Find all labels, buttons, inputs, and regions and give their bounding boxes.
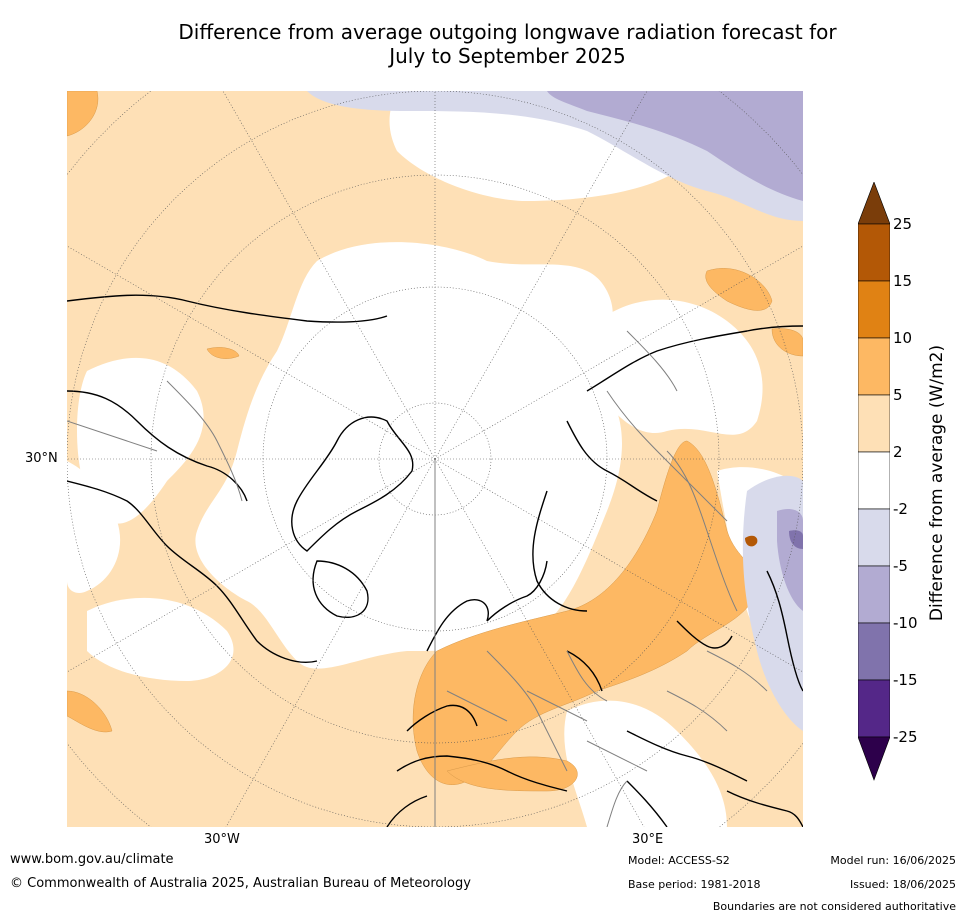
colorbar-tick-2: 2: [893, 443, 903, 461]
footer-model: Model: ACCESS-S2: [628, 854, 730, 867]
anomaly-5to10-pacific-nw: [67, 91, 99, 137]
chart-title: Difference from average outgoing longwav…: [120, 20, 895, 68]
colorbar-m10tom5: [858, 565, 890, 624]
anomaly-15to25-spot: [745, 535, 758, 547]
colorbar-tick-m2: -2: [893, 500, 908, 518]
colorbar-tick-5: 5: [893, 386, 903, 404]
colorbar-tick-10: 10: [893, 329, 913, 347]
neutral-region-arctic: [195, 242, 622, 669]
footer-website: www.bom.gov.au/climate: [10, 852, 174, 867]
neutral-region-westcoast: [67, 461, 121, 593]
neutral-region-middleeast: [564, 700, 727, 827]
lon-label-30e: 30°E: [632, 832, 664, 847]
footer-base-period: Base period: 1981-2018: [628, 878, 761, 891]
anomaly-5to10-northpacific: [771, 328, 803, 357]
title-line-2: July to September 2025: [389, 44, 626, 68]
colorbar-m15tom10: [858, 622, 890, 681]
colorbar-tick-m5: -5: [893, 557, 908, 575]
colorbar: [858, 182, 890, 781]
colorbar-tick-m10: -10: [893, 614, 918, 632]
footer-disclaimer: Boundaries are not considered authoritat…: [712, 900, 956, 913]
colorbar-tick-m25: -25: [893, 728, 918, 746]
footer-issued: Issued: 18/06/2025: [849, 878, 956, 891]
neutral-region-atlantic: [87, 597, 234, 681]
forecast-map: [67, 91, 803, 827]
colorbar-extend-low: [858, 736, 890, 781]
footer-model-run: Model run: 16/06/2025: [830, 854, 956, 867]
coastlines: [67, 294, 803, 827]
colorbar-10to15: [858, 280, 890, 339]
anomaly-5to10-siberia: [705, 268, 773, 311]
colorbar-tick-15: 15: [893, 272, 913, 290]
title-line-1: Difference from average outgoing longwav…: [178, 20, 837, 44]
anomaly-5to10-atlantic: [67, 690, 113, 733]
colorbar-tick-25: 25: [893, 215, 913, 233]
neutral-region-asia: [582, 299, 763, 435]
lat-label-30n: 30°N: [25, 451, 58, 466]
lon-label-30w: 30°W: [204, 832, 240, 847]
colorbar-2to5: [858, 394, 890, 453]
colorbar-15to25: [858, 223, 890, 282]
colorbar-neutral: [858, 451, 890, 510]
anomaly-5to10-canada: [206, 347, 240, 359]
anomaly-m10tom15-eastasia: [789, 530, 803, 549]
footer-copyright: © Commonwealth of Australia 2025, Austra…: [10, 876, 471, 891]
colorbar-m5tom2: [858, 508, 890, 567]
anomaly-m5tom10-pacific: [547, 91, 803, 201]
colorbar-extend-high: [858, 182, 890, 225]
political-boundaries: [67, 330, 768, 827]
colorbar-title: Difference from average (W/m2): [927, 344, 947, 622]
colorbar-tick-m15: -15: [893, 671, 918, 689]
colorbar-5to10: [858, 337, 890, 396]
colorbar-m25tom15: [858, 679, 890, 738]
